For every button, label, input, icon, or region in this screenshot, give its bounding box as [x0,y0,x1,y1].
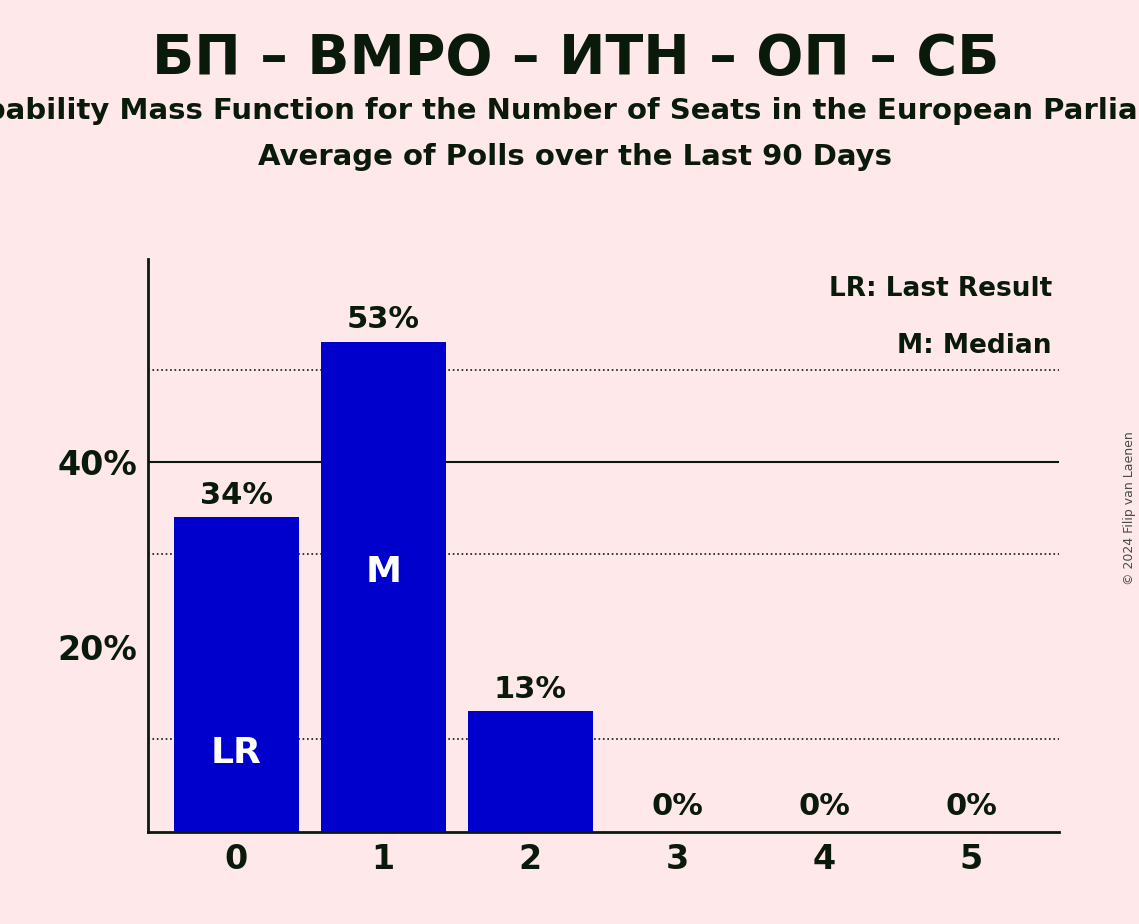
Text: LR: LR [211,736,262,770]
Text: Probability Mass Function for the Number of Seats in the European Parliament: Probability Mass Function for the Number… [0,97,1139,125]
Text: 13%: 13% [493,675,567,704]
Bar [321,342,445,832]
Bar [468,711,592,832]
Text: 53%: 53% [346,306,419,334]
Text: 34%: 34% [199,481,272,510]
Text: Average of Polls over the Last 90 Days: Average of Polls over the Last 90 Days [259,143,892,171]
Text: БП – ВМРО – ИТН – ОП – СБ: БП – ВМРО – ИТН – ОП – СБ [151,32,999,86]
Text: M: M [366,555,401,589]
Text: 0%: 0% [945,792,997,821]
Bar [174,517,298,832]
Text: © 2024 Filip van Laenen: © 2024 Filip van Laenen [1123,432,1137,585]
Text: 0%: 0% [798,792,850,821]
Text: 0%: 0% [652,792,703,821]
Text: M: Median: M: Median [898,334,1052,359]
Text: LR: Last Result: LR: Last Result [829,276,1052,302]
